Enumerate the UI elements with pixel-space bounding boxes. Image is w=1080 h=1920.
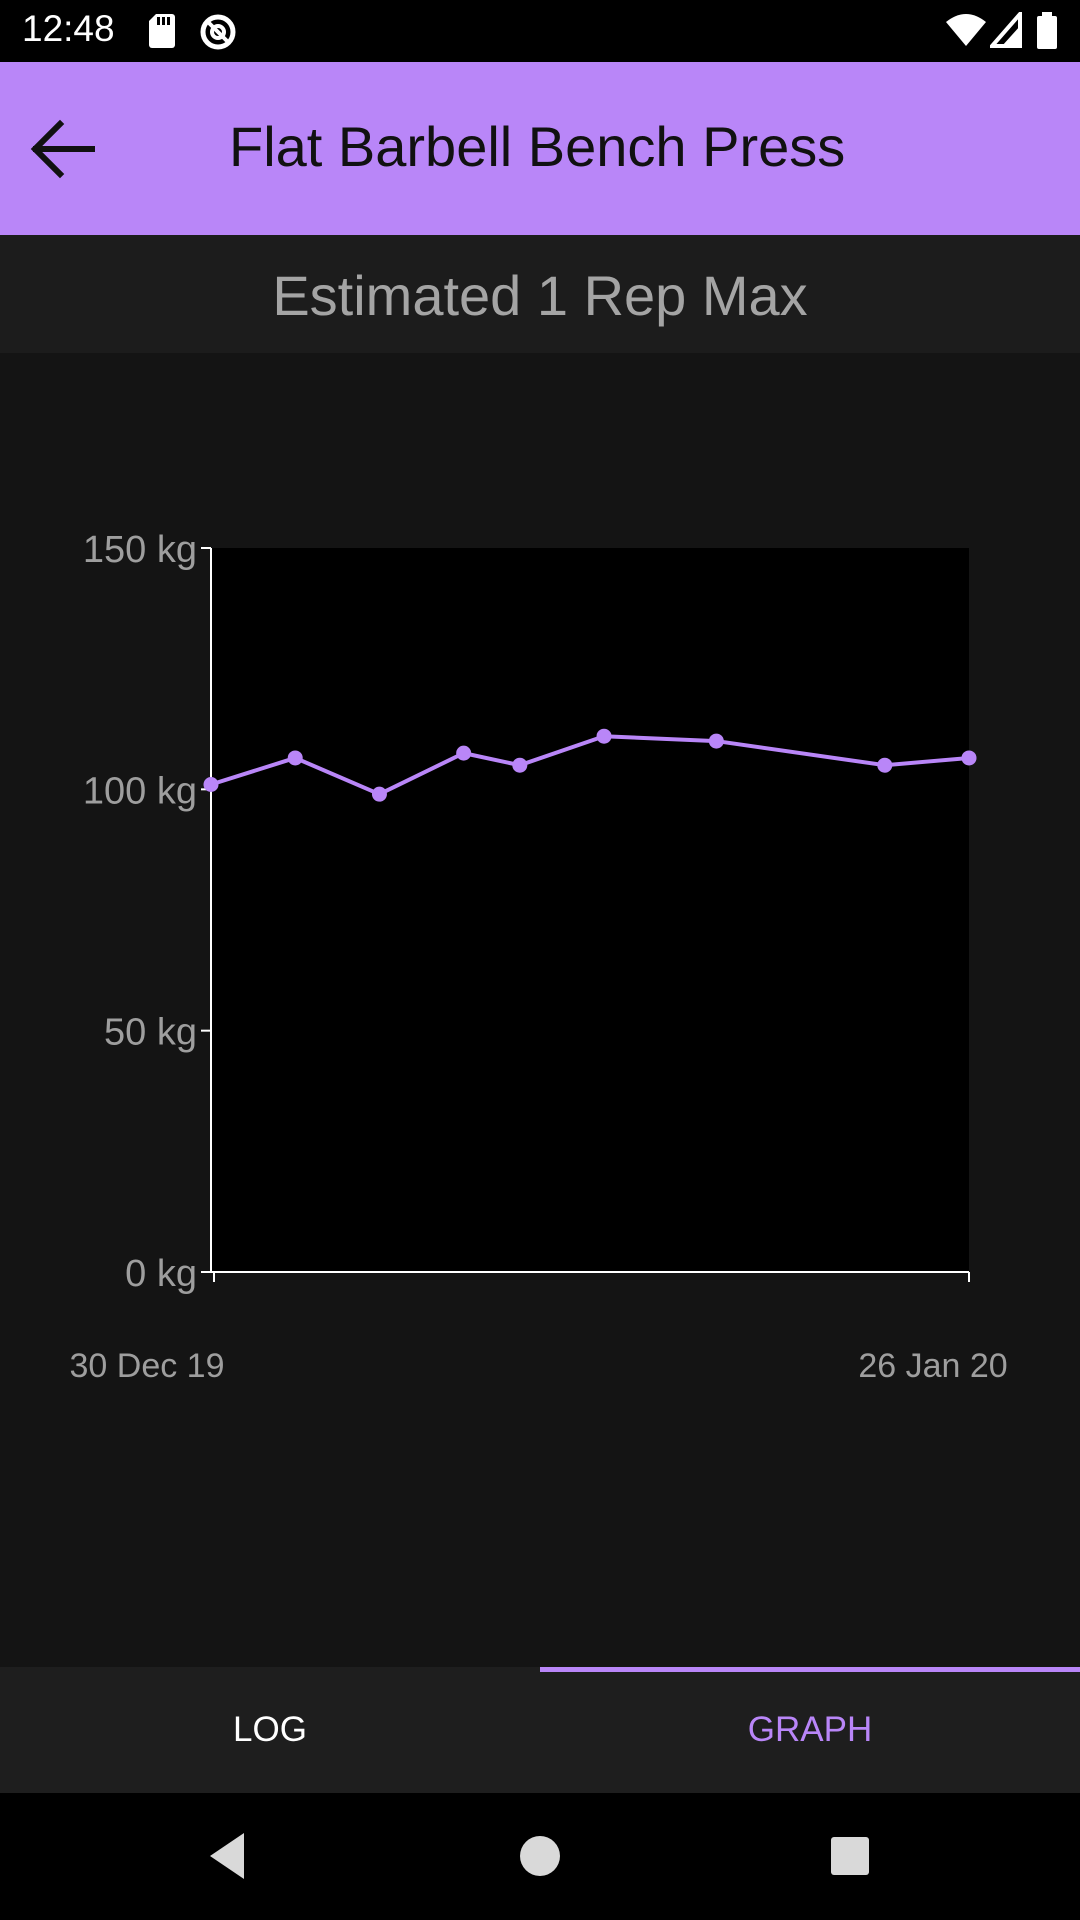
data-point: [456, 745, 472, 761]
data-point: [287, 750, 303, 766]
y-tick-label: 150 kg: [83, 529, 197, 571]
sd-card-icon: [149, 14, 175, 48]
tab-log[interactable]: LOG: [233, 1710, 307, 1749]
tab-bar: LOG GRAPH: [0, 1667, 1080, 1793]
nav-home-icon[interactable]: [510, 1823, 570, 1889]
nav-back-icon[interactable]: [200, 1823, 260, 1889]
y-tick-label: 100 kg: [83, 770, 197, 812]
navigation-bar: [0, 1793, 1080, 1920]
y-tick-label: 0 kg: [125, 1253, 197, 1295]
back-button[interactable]: [22, 108, 104, 190]
battery-icon: [1037, 12, 1057, 49]
active-tab-indicator: [540, 1667, 1080, 1672]
one-rep-max-chart: 0 kg 50 kg 100 kg 150 kg 30 Dec 19 26 Jan 20: [70, 529, 1008, 1385]
nav-recents-icon[interactable]: [820, 1823, 880, 1889]
status-bar: 12:48: [0, 0, 1080, 62]
data-point: [371, 786, 387, 802]
plot-area: [211, 548, 969, 1272]
arrow-back-icon: [30, 119, 95, 179]
tab-graph[interactable]: GRAPH: [747, 1710, 873, 1749]
data-point: [512, 757, 528, 773]
graph-header: Estimated 1 Rep Max: [0, 235, 1080, 353]
wifi-icon: [946, 14, 986, 46]
page-title: Flat Barbell Bench Press: [229, 115, 846, 178]
data-point: [596, 728, 612, 744]
data-point: [708, 733, 724, 749]
x-start-label: 30 Dec 19: [70, 1347, 225, 1385]
status-time: 12:48: [22, 8, 115, 49]
x-end-label: 26 Jan 20: [858, 1347, 1007, 1385]
y-tick-label: 50 kg: [104, 1012, 197, 1054]
sync-icon: [200, 14, 236, 50]
data-point: [961, 750, 977, 766]
signal-icon: [990, 12, 1022, 48]
graph-title: Estimated 1 Rep Max: [272, 264, 808, 327]
data-point: [877, 757, 893, 773]
app-bar: Flat Barbell Bench Press: [0, 62, 1080, 235]
data-point: [203, 777, 219, 793]
